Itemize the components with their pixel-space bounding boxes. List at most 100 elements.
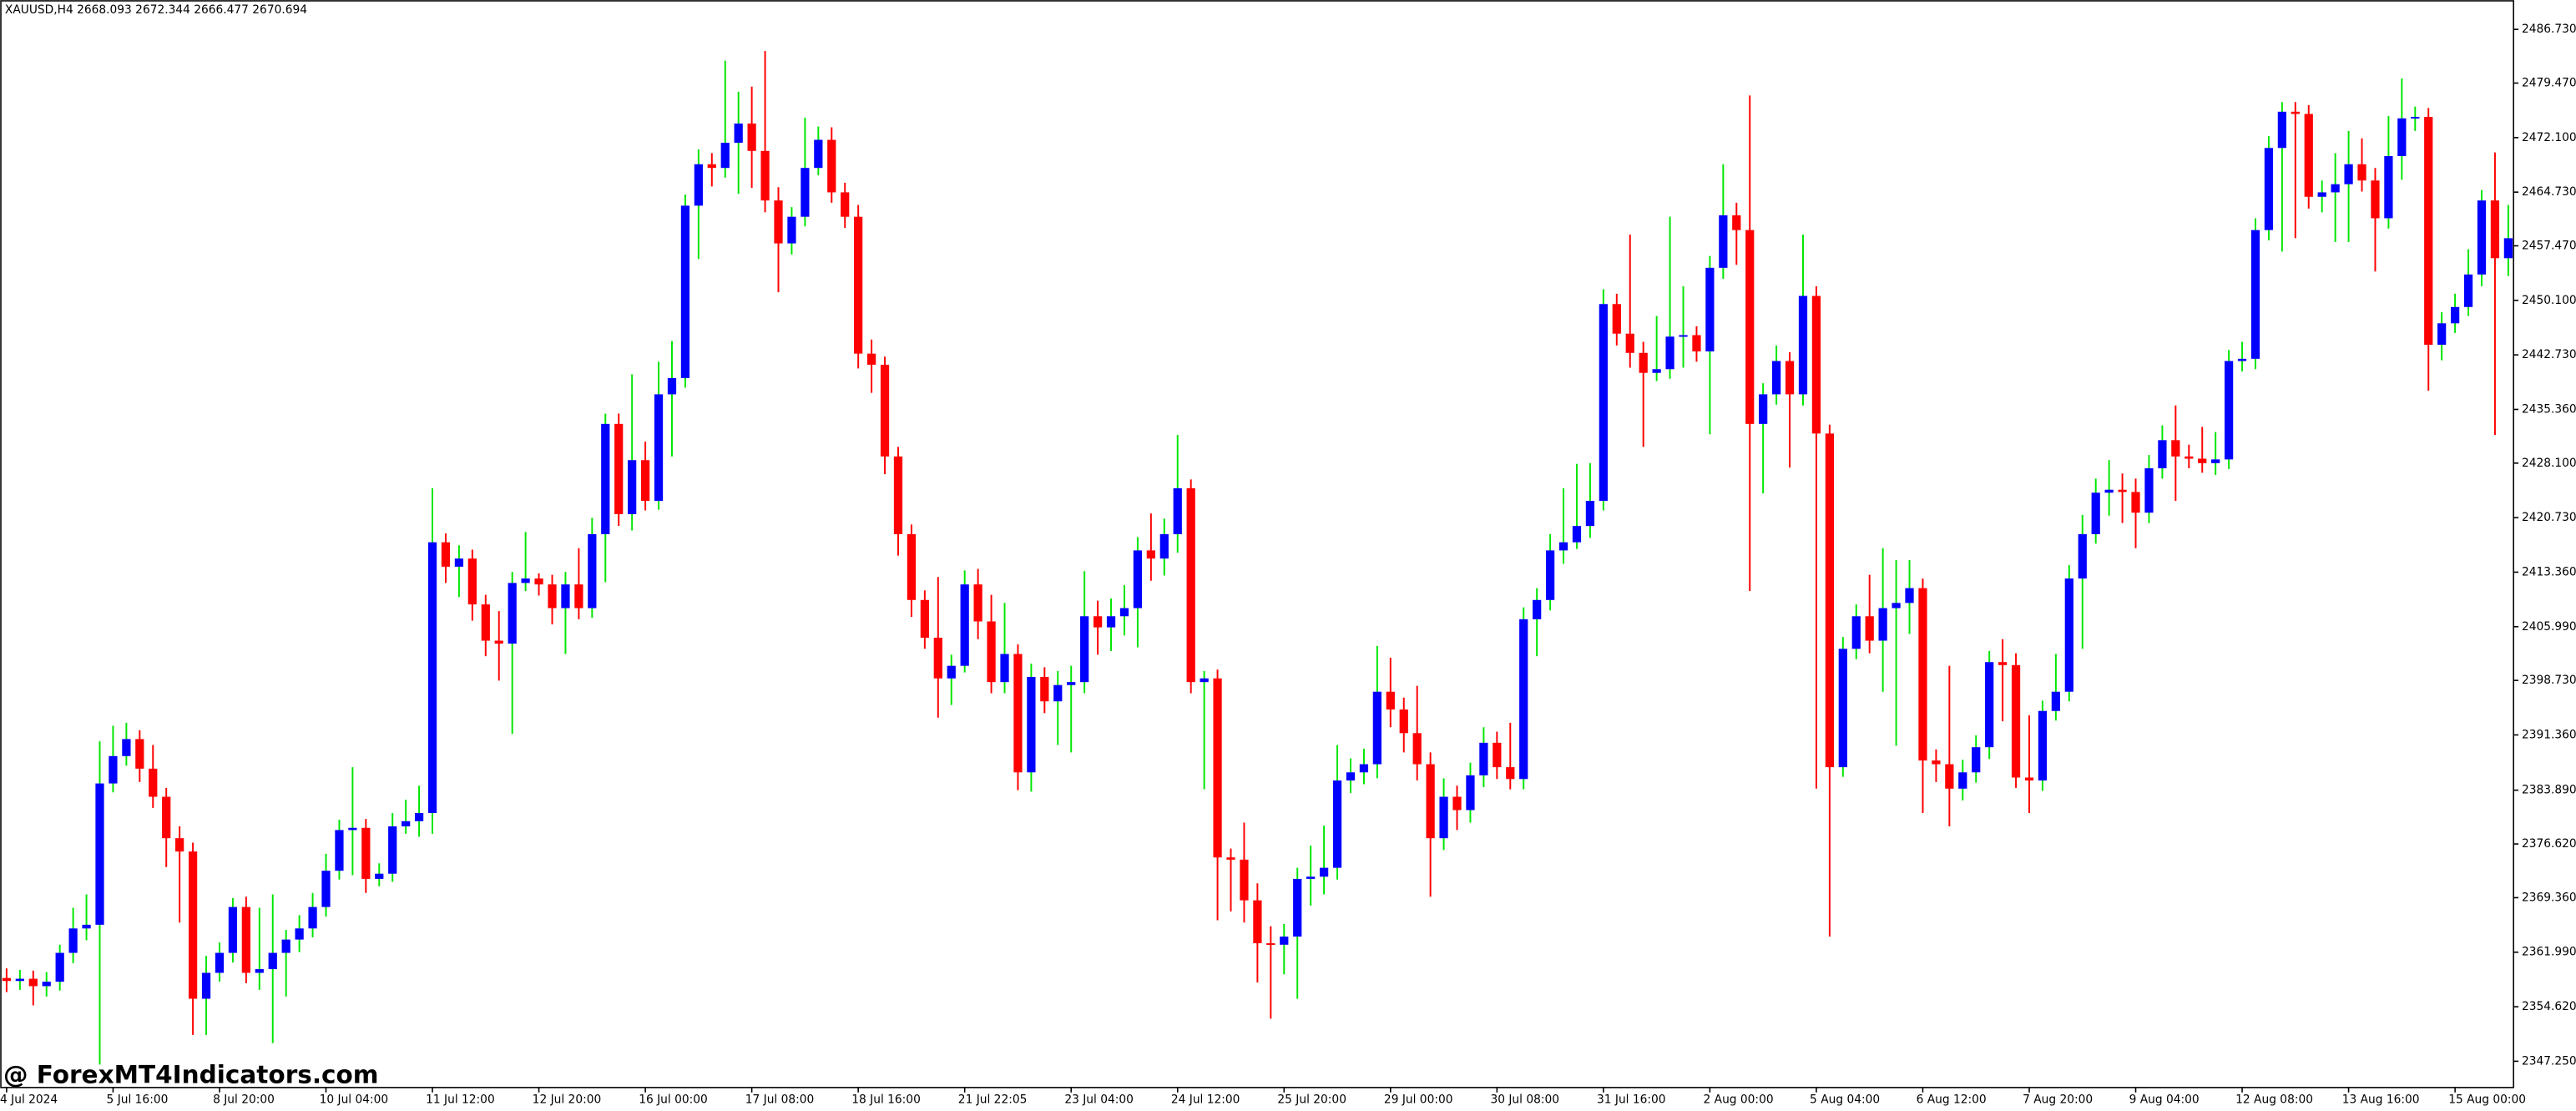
candle-body — [1226, 857, 1235, 860]
candle-body — [628, 460, 637, 514]
x-tick-label: 7 Aug 20:00 — [2023, 1093, 2093, 1107]
candle-body — [1266, 943, 1275, 945]
x-tick-label: 13 Aug 16:00 — [2342, 1093, 2420, 1107]
candle-body — [2264, 148, 2274, 230]
candle-body — [1838, 649, 1847, 768]
candle-body — [2331, 184, 2340, 193]
y-tick-label: 2405.990 — [2522, 620, 2576, 634]
candle-body — [1439, 796, 1448, 839]
candle-body — [1027, 676, 1036, 773]
candle-body — [920, 599, 929, 638]
y-tick-label: 2472.100 — [2522, 131, 2576, 144]
candle-body — [2317, 192, 2326, 197]
candle-body — [1905, 588, 1914, 603]
candle-body — [2024, 777, 2034, 781]
candle-body — [2118, 489, 2127, 492]
candle-body — [1426, 764, 1435, 839]
y-tick-label: 2420.730 — [2522, 511, 2576, 524]
candle-body — [1692, 335, 1701, 351]
x-tick-label: 12 Aug 08:00 — [2235, 1093, 2313, 1107]
candle-body — [2051, 691, 2060, 711]
candle-body — [1093, 616, 1103, 628]
candle-body — [1452, 796, 1462, 811]
candle-body — [1346, 772, 1356, 781]
candle-body — [760, 150, 770, 201]
candle-body — [734, 124, 743, 144]
watermark: @ ForexMT4Indicators.com — [3, 1061, 379, 1089]
x-tick-label: 18 Jul 16:00 — [851, 1093, 921, 1107]
candle-body — [1173, 487, 1182, 534]
candle-body — [1679, 335, 1688, 337]
candle-body — [907, 533, 917, 600]
candle-body — [1372, 691, 1381, 765]
candle-body — [1851, 616, 1861, 649]
y-tick-label: 2369.360 — [2522, 891, 2576, 904]
candle-body — [787, 216, 796, 244]
candle-body — [1493, 742, 1502, 768]
candle-body — [95, 783, 104, 925]
candle-body — [361, 827, 371, 879]
candle-body — [162, 796, 171, 839]
x-tick-label: 5 Jul 16:00 — [107, 1093, 169, 1107]
candle-body — [1665, 336, 1674, 370]
y-tick-label: 2391.360 — [2522, 728, 2576, 741]
candle-body — [1865, 616, 1874, 641]
y-tick-label: 2464.730 — [2522, 185, 2576, 199]
candle-body — [1985, 662, 1994, 748]
x-tick-label: 12 Jul 20:00 — [533, 1093, 602, 1107]
candle-body — [1386, 691, 1395, 710]
candle-body — [720, 143, 730, 169]
candle-body — [854, 216, 863, 354]
y-tick-label: 2428.100 — [2522, 457, 2576, 470]
x-tick-label: 11 Jul 12:00 — [426, 1093, 495, 1107]
candle-body — [1119, 608, 1129, 617]
candle-body — [1545, 550, 1555, 600]
candle-body — [1240, 859, 1249, 901]
y-tick-label: 2435.360 — [2522, 402, 2576, 416]
candle-body — [1013, 654, 1023, 773]
y-tick-label: 2486.730 — [2522, 23, 2576, 36]
x-tick-label: 6 Aug 12:00 — [1917, 1093, 1987, 1107]
candle-body — [2091, 492, 2100, 534]
candle-body — [255, 969, 264, 973]
y-tick-label: 2413.360 — [2522, 565, 2576, 578]
candle-body — [747, 124, 756, 151]
candle-body — [1759, 394, 1768, 424]
candle-body — [1293, 878, 1302, 937]
candle-body — [1745, 230, 1755, 424]
candle-body — [481, 604, 490, 641]
candle-body — [1719, 215, 1728, 268]
candle-body — [321, 871, 331, 907]
candle-body — [1533, 599, 1542, 619]
x-tick-label: 31 Jul 16:00 — [1597, 1093, 1666, 1107]
x-tick-label: 8 Jul 20:00 — [213, 1093, 275, 1107]
candle-body — [1945, 764, 1954, 789]
candle-body — [109, 755, 118, 784]
candle-body — [494, 640, 503, 644]
candle-body — [841, 192, 850, 217]
candle-body — [2104, 489, 2114, 493]
candle-body — [880, 364, 890, 457]
candle-body — [2277, 111, 2286, 149]
candle-body — [1572, 526, 1582, 543]
candle-body — [947, 665, 956, 679]
candle-body — [375, 873, 384, 879]
candle-body — [588, 533, 597, 609]
candle-body — [82, 924, 91, 929]
candle-body — [694, 164, 703, 206]
candle-body — [228, 906, 238, 953]
candle-body — [281, 939, 290, 953]
candle-body — [1200, 678, 1209, 683]
candle-body — [1918, 588, 1927, 761]
x-tick-label: 5 Aug 04:00 — [1810, 1093, 1880, 1107]
candle-body — [574, 584, 583, 609]
candle-body — [1958, 772, 1967, 789]
candle-body — [1359, 764, 1369, 773]
candle-body — [2158, 440, 2167, 469]
candle-body — [122, 739, 131, 756]
candle-body — [1332, 780, 1342, 868]
candle-body — [2450, 306, 2460, 324]
candle-body — [640, 460, 650, 502]
candle-body — [893, 456, 903, 534]
candle-body — [1506, 767, 1515, 780]
